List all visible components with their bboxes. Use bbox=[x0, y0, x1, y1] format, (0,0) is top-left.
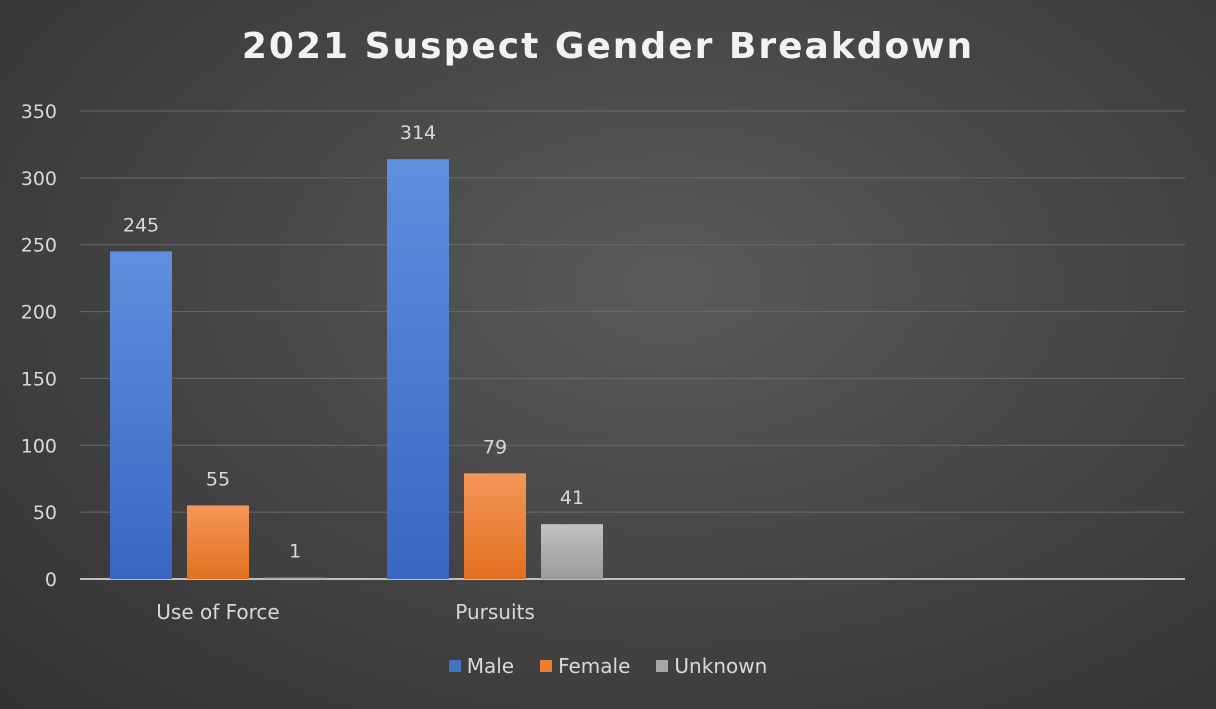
y-tick-label: 100 bbox=[21, 435, 57, 457]
data-label: 41 bbox=[560, 487, 584, 509]
legend-label: Unknown bbox=[674, 654, 768, 678]
data-label: 245 bbox=[123, 214, 159, 236]
bar-male-pursuits bbox=[387, 159, 449, 579]
y-tick-label: 200 bbox=[21, 302, 57, 324]
x-axis: Use of Force Pursuits bbox=[156, 600, 535, 624]
bar-unknown-use-of-force bbox=[264, 577, 326, 579]
legend-label: Female bbox=[558, 654, 631, 678]
y-axis: 0 50 100 150 200 250 300 350 bbox=[21, 101, 57, 591]
data-labels: 245 55 1 314 79 41 bbox=[123, 122, 584, 563]
y-tick-label: 300 bbox=[21, 168, 57, 190]
legend: Male Female Unknown bbox=[0, 654, 1216, 678]
y-tick-label: 0 bbox=[45, 569, 57, 591]
data-label: 314 bbox=[400, 122, 436, 144]
legend-swatch bbox=[656, 660, 669, 672]
y-tick-label: 250 bbox=[21, 235, 57, 257]
y-tick-label: 350 bbox=[21, 101, 57, 123]
chart-title: 2021 Suspect Gender Breakdown bbox=[241, 26, 975, 67]
legend-item-unknown: Unknown bbox=[656, 654, 767, 678]
bar-female-use-of-force bbox=[187, 505, 249, 579]
legend-swatch bbox=[540, 660, 553, 672]
bar-female-pursuits bbox=[464, 473, 526, 579]
y-tick-label: 50 bbox=[33, 502, 57, 524]
legend-item-male: Male bbox=[448, 654, 515, 678]
bars bbox=[110, 159, 603, 579]
x-tick-label: Use of Force bbox=[156, 600, 279, 624]
x-tick-label: Pursuits bbox=[455, 600, 535, 624]
data-label: 55 bbox=[206, 468, 230, 490]
y-tick-label: 150 bbox=[21, 368, 57, 390]
legend-item-female: Female bbox=[540, 654, 630, 678]
bar-unknown-pursuits bbox=[541, 524, 603, 579]
bar-male-use-of-force bbox=[110, 251, 172, 579]
legend-label: Male bbox=[466, 654, 515, 678]
data-label: 1 bbox=[289, 541, 301, 563]
data-label: 79 bbox=[483, 436, 507, 458]
legend-swatch bbox=[448, 660, 461, 672]
